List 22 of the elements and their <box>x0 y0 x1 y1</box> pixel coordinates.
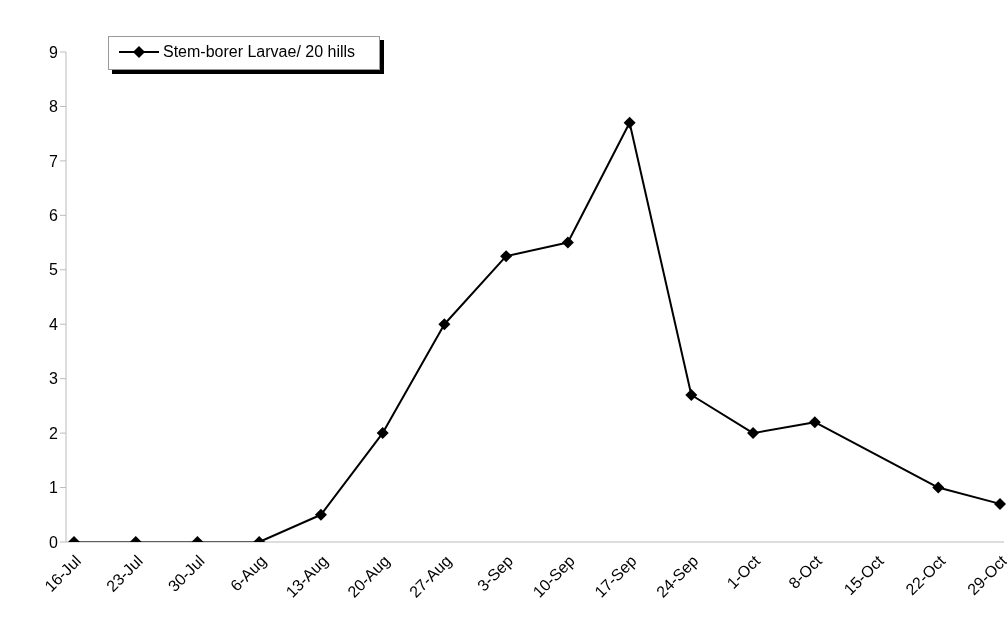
point <box>314 508 327 521</box>
y-tick-label: 4 <box>49 315 59 333</box>
y-tick-label: 5 <box>49 261 59 279</box>
y-tick-label: 7 <box>49 152 59 170</box>
y-tick-label: 9 <box>49 43 59 61</box>
point <box>623 116 636 129</box>
legend-label: Stem-borer Larvae/ 20 hills <box>163 43 356 61</box>
point <box>500 250 513 263</box>
point <box>438 318 451 331</box>
point <box>561 236 574 249</box>
y-tick-label: 0 <box>49 533 59 551</box>
point <box>808 416 821 429</box>
y-tick-label: 2 <box>49 424 59 442</box>
point <box>932 481 945 494</box>
y-tick-label: 8 <box>49 98 59 116</box>
point <box>994 497 1006 510</box>
y-tick-label: 1 <box>49 479 59 497</box>
point <box>376 427 389 440</box>
point <box>747 427 760 440</box>
y-tick-label: 6 <box>49 207 59 225</box>
y-tick-label: 3 <box>49 370 59 388</box>
point <box>685 389 698 401</box>
